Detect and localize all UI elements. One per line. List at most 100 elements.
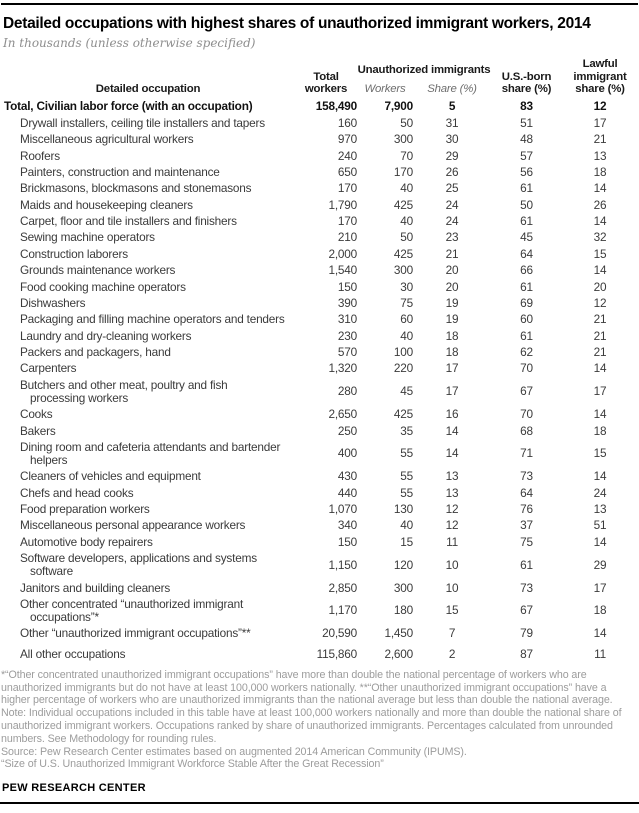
occupation-cell: Food preparation workers — [20, 502, 150, 517]
unauthorized-share-cell: 5 — [448, 99, 456, 114]
unauthorized-workers-cell: 220 — [393, 361, 413, 376]
occupation-cell: Butchers and other meat, poultry and fis… — [20, 377, 228, 405]
us-born-share-cell: 56 — [520, 164, 533, 179]
occupation-cell: Miscellaneous agricultural workers — [20, 132, 194, 147]
unauthorized-workers-cell: 300 — [393, 263, 413, 278]
unauthorized-share-cell: 24 — [445, 197, 459, 212]
total-workers-cell: 1,070 — [328, 502, 357, 517]
occupation-cell: Food cooking machine operators — [20, 279, 186, 294]
page-title: Detailed occupations with highest shares… — [3, 15, 591, 32]
occupation-cell: Cooks — [20, 407, 53, 422]
col-subheader-share: Share (%) — [427, 83, 477, 96]
lawful-immigrant-share-cell: 15 — [593, 446, 607, 461]
us-born-share-cell: 67 — [520, 603, 533, 618]
us-born-share-cell: 60 — [520, 312, 533, 327]
table-row: Food preparation workers 1,070 130 12 76… — [1, 501, 638, 517]
unauthorized-share-cell: 10 — [445, 580, 459, 595]
unauthorized-share-cell: 21 — [445, 246, 459, 261]
unauthorized-share-cell: 12 — [445, 518, 459, 533]
unauthorized-workers-cell: 55 — [400, 485, 413, 500]
table-row: Brickmasons, blockmasons and stonemasons… — [1, 181, 638, 197]
occupation-cell: Software developers, applications and sy… — [20, 551, 257, 579]
unauthorized-workers-cell: 55 — [400, 469, 413, 484]
occupation-cell: Grounds maintenance workers — [20, 263, 176, 278]
lawful-immigrant-share-cell: 18 — [593, 423, 607, 438]
total-workers-cell: 340 — [337, 518, 357, 533]
lawful-immigrant-share-cell: 14 — [593, 361, 607, 376]
unauthorized-share-cell: 15 — [445, 603, 459, 618]
total-workers-cell: 230 — [337, 328, 357, 343]
unauthorized-workers-cell: 35 — [400, 423, 413, 438]
total-workers-cell: 400 — [337, 446, 357, 461]
table-row: Janitors and building cleaners 2,850 300… — [1, 580, 638, 596]
unauthorized-workers-cell: 30 — [400, 279, 413, 294]
total-workers-cell: 115,860 — [316, 647, 358, 662]
lawful-immigrant-share-cell: 14 — [593, 534, 607, 549]
footnote-text: *“Other concentrated unauthorized immigr… — [1, 668, 613, 707]
unauthorized-share-cell: 2 — [448, 647, 456, 662]
us-born-share-cell: 70 — [520, 407, 533, 422]
unauthorized-share-cell: 13 — [445, 469, 459, 484]
table-row: Bakers 250 35 14 68 18 — [1, 423, 638, 439]
lawful-immigrant-share-cell: 14 — [593, 626, 607, 641]
total-workers-cell: 250 — [337, 423, 357, 438]
table-row: Food cooking machine operators 150 30 20… — [1, 279, 638, 295]
total-workers-cell: 150 — [337, 279, 357, 294]
total-workers-cell: 440 — [337, 485, 357, 500]
bottom-rule — [0, 802, 639, 804]
occupation-cell: Other “unauthorized immigrant occupation… — [20, 626, 251, 641]
us-born-share-cell: 50 — [520, 197, 533, 212]
us-born-share-cell: 67 — [520, 384, 533, 399]
unauthorized-share-cell: 10 — [445, 557, 459, 572]
us-born-share-cell: 57 — [520, 148, 533, 163]
top-rule — [1, 3, 638, 5]
total-workers-cell: 1,790 — [328, 197, 357, 212]
us-born-share-cell: 64 — [520, 246, 533, 261]
table-row: Grounds maintenance workers 1,540 300 20… — [1, 263, 638, 279]
col-header-unauthorized-immigrants: Unauthorized immigrants — [357, 63, 491, 76]
note-text: Note: Individual occupations included in… — [1, 707, 622, 745]
occupation-cell: Dining room and cafeteria attendants and… — [20, 439, 281, 467]
occupation-cell: Drywall installers, ceiling tile install… — [20, 115, 265, 130]
us-born-share-cell: 73 — [520, 580, 533, 595]
occupation-cell: Construction laborers — [20, 246, 128, 261]
lawful-immigrant-share-cell: 14 — [593, 214, 607, 229]
us-born-share-cell: 68 — [520, 423, 533, 438]
table-body: Total, Civilian labor force (with an occ… — [1, 99, 638, 663]
table-row: Dishwashers 390 75 19 69 12 — [1, 295, 638, 311]
unauthorized-workers-cell: 50 — [400, 230, 413, 245]
lawful-immigrant-share-cell: 13 — [593, 502, 607, 517]
unauthorized-workers-cell: 55 — [400, 446, 413, 461]
col-subheader-workers: Workers — [364, 83, 406, 96]
lawful-immigrant-share-cell: 18 — [593, 603, 607, 618]
table-row: Drywall installers, ceiling tile install… — [1, 115, 638, 131]
us-born-share-cell: 48 — [520, 132, 533, 147]
unauthorized-workers-cell: 7,900 — [384, 99, 413, 114]
col-header-occupation: Detailed occupation — [95, 83, 201, 96]
table-row: Butchers and other meat, poultry and fis… — [1, 377, 638, 406]
total-workers-cell: 240 — [337, 148, 357, 163]
unauthorized-share-cell: 14 — [445, 446, 459, 461]
table-row: Miscellaneous personal appearance worker… — [1, 518, 638, 534]
occupation-cell: Janitors and building cleaners — [20, 580, 171, 595]
total-workers-cell: 650 — [337, 164, 357, 179]
total-workers-cell: 430 — [337, 469, 357, 484]
lawful-immigrant-share-cell: 13 — [593, 148, 607, 163]
table-row: Painters, construction and maintenance 6… — [1, 164, 638, 180]
us-born-share-cell: 62 — [520, 345, 533, 360]
unauthorized-share-cell: 12 — [445, 502, 459, 517]
unauthorized-share-cell: 20 — [445, 279, 459, 294]
table-header-row-main: Detailed occupation Total workers Unauth… — [1, 58, 638, 95]
lawful-immigrant-share-cell: 21 — [593, 312, 607, 327]
total-workers-cell: 170 — [337, 181, 357, 196]
lawful-immigrant-share-cell: 15 — [593, 246, 607, 261]
unauthorized-share-cell: 31 — [445, 115, 459, 130]
lawful-immigrant-share-cell: 26 — [593, 197, 607, 212]
unauthorized-share-cell: 20 — [445, 263, 459, 278]
table-row: Cooks 2,650 425 16 70 14 — [1, 407, 638, 423]
us-born-share-cell: 61 — [520, 214, 533, 229]
lawful-immigrant-share-cell: 24 — [593, 485, 607, 500]
us-born-share-cell: 61 — [520, 181, 533, 196]
table-row: Packers and packagers, hand 570 100 18 6… — [1, 344, 638, 360]
us-born-share-cell: 37 — [520, 518, 533, 533]
